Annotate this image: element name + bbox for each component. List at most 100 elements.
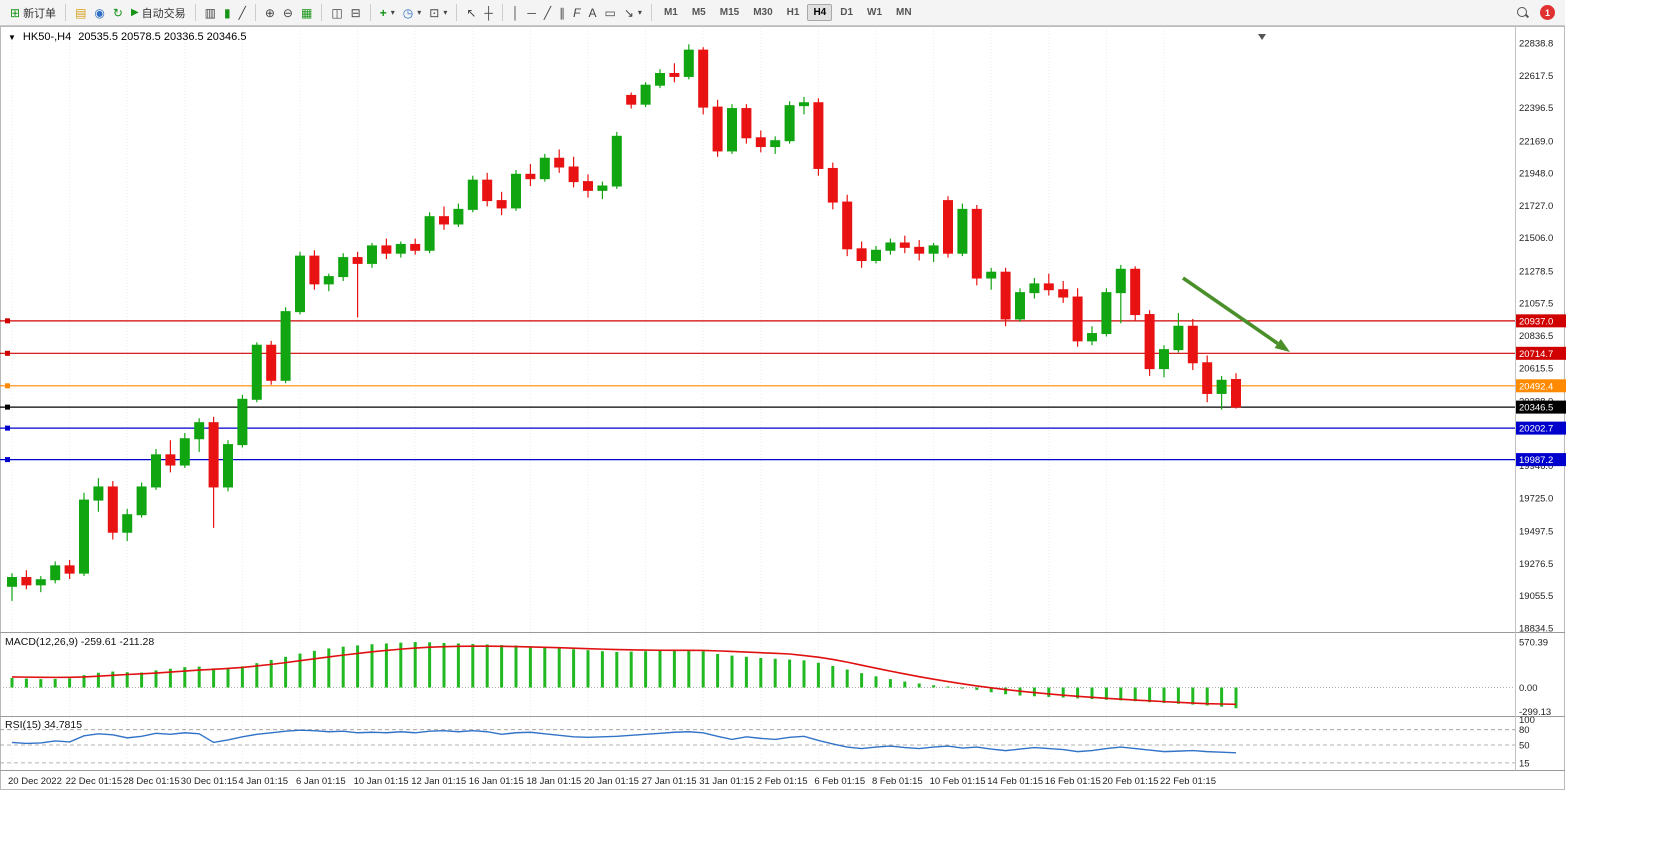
chart-canvas[interactable]: 22838.8 22617.5 22396.5 22169.0 21948.0 21727… [0, 26, 1665, 842]
add-indicator-button[interactable]: + ▾ [376, 3, 399, 23]
toolbar-divider [456, 4, 458, 21]
svg-text:21278.5: 21278.5 [1519, 266, 1553, 277]
svg-text:22617.5: 22617.5 [1519, 71, 1553, 82]
channel-tool-button[interactable]: ∥ [555, 3, 569, 23]
new-order-button[interactable]: ⊞ 新订单 [6, 3, 60, 23]
templates-icon: ⊡ [429, 5, 440, 20]
svg-text:20615.5: 20615.5 [1519, 363, 1553, 374]
chart-ohlc-values: 20535.5 20578.5 20336.5 20346.5 [78, 31, 247, 43]
templates-button[interactable]: ⊡ ▾ [425, 3, 451, 23]
chart-title: ▼ HK50-,H4 20535.5 20578.5 20336.5 20346… [8, 31, 246, 43]
toolbar-divider [194, 4, 196, 21]
new-order-label: 新订单 [23, 7, 57, 20]
collapse-chart-icon[interactable]: ▼ [8, 33, 16, 42]
tile-windows-icon: ▦ [300, 5, 313, 20]
svg-text:MACD(12,26,9) -259.61 -211.28: MACD(12,26,9) -259.61 -211.28 [5, 636, 154, 648]
line-chart-icon: ╱ [238, 5, 246, 20]
svg-text:15: 15 [1519, 758, 1530, 769]
auto-trading-play-icon: ▶ [130, 6, 139, 18]
svg-text:22396.5: 22396.5 [1519, 103, 1553, 114]
cursor-icon: ↖ [466, 5, 477, 20]
svg-text:6 Jan 01:15: 6 Jan 01:15 [296, 776, 346, 787]
trend-arrow-annotation[interactable] [1181, 276, 1290, 352]
svg-text:20937.0: 20937.0 [1519, 316, 1553, 327]
svg-text:80: 80 [1519, 725, 1530, 736]
timeframe-mn[interactable]: MN [896, 7, 912, 18]
cursor-tool-button[interactable]: ↖ [462, 3, 480, 23]
vertical-line-icon: │ [511, 5, 520, 20]
svg-text:100: 100 [1519, 715, 1535, 726]
svg-text:19725.0: 19725.0 [1519, 493, 1553, 504]
timeframe-m30[interactable]: M30 [753, 7, 773, 18]
text-tool-button[interactable]: A [585, 3, 601, 23]
chart-window[interactable]: 22838.8 22617.5 22396.5 22169.0 21948.0 21727… [0, 26, 1665, 842]
candle-chart-button[interactable]: ▮ [220, 3, 235, 23]
shapes-tool-button[interactable]: ▭ [601, 3, 620, 23]
svg-text:18834.5: 18834.5 [1519, 624, 1553, 635]
svg-text:20836.5: 20836.5 [1519, 331, 1553, 342]
svg-text:RSI(15) 34.7815: RSI(15) 34.7815 [5, 719, 82, 731]
svg-text:-299.13: -299.13 [1519, 707, 1551, 718]
svg-text:16 Feb 01:15: 16 Feb 01:15 [1045, 776, 1101, 787]
level-lines[interactable] [0, 318, 1515, 463]
horizontal-line-tool-button[interactable]: ─ [523, 3, 540, 23]
toolbar-divider [321, 4, 323, 21]
line-chart-button[interactable]: ╱ [235, 3, 250, 23]
main-toolbar: ⊞ 新订单 ▤ ◉ ↻ ▶ 自动交易 ▥ ▮ ╱ ⊕ ⊖ ▦ ◫ ⊟ + ▾ ◷… [0, 0, 1565, 26]
macd-pane: 570.39 0.00 -299.13 MACD(12,26,9) -259.61 -… [0, 636, 1551, 718]
timeframe-h1[interactable]: H1 [786, 7, 800, 18]
svg-text:21057.5: 21057.5 [1519, 299, 1553, 310]
svg-text:20346.5: 20346.5 [1519, 403, 1553, 414]
tile-windows-button[interactable]: ▦ [297, 3, 316, 23]
svg-text:19276.5: 19276.5 [1519, 559, 1553, 570]
svg-text:0.00: 0.00 [1519, 683, 1538, 694]
arrows-tool-button[interactable]: ↘ ▾ [620, 3, 646, 23]
notification-badge[interactable]: 1 [1540, 5, 1555, 20]
periods-button[interactable]: ◷ ▾ [399, 3, 426, 23]
svg-text:10 Jan 01:15: 10 Jan 01:15 [354, 776, 409, 787]
fibonacci-tool-button[interactable]: F [569, 3, 584, 23]
svg-text:19497.5: 19497.5 [1519, 527, 1553, 538]
vertical-line-tool-button[interactable]: │ [508, 3, 524, 23]
chevron-down-icon: ▾ [637, 8, 642, 17]
refresh-button[interactable]: ↻ [109, 3, 127, 23]
timeframe-m15[interactable]: M15 [719, 7, 740, 18]
svg-text:22 Dec 01:15: 22 Dec 01:15 [66, 776, 123, 787]
text-tool-icon: A [588, 5, 597, 20]
crosshair-tool-button[interactable]: ┼ [480, 3, 497, 23]
svg-text:20 Dec 2022: 20 Dec 2022 [8, 776, 62, 787]
auto-trading-button[interactable]: ▶ 自动交易 [127, 3, 190, 23]
refresh-icon: ↻ [112, 5, 123, 20]
bar-chart-button[interactable]: ▥ [201, 3, 220, 23]
timeframe-m5[interactable]: M5 [691, 7, 706, 18]
toolbar-divider [650, 4, 652, 21]
search-icon[interactable] [1516, 6, 1530, 20]
zoom-out-button[interactable]: ⊖ [279, 3, 297, 23]
navigator-button[interactable]: ◉ [90, 3, 108, 23]
arrows-tool-icon: ↘ [623, 5, 634, 20]
new-order-icon: ⊞ [10, 5, 21, 20]
trendline-tool-button[interactable]: ╱ [540, 3, 555, 23]
chevron-down-icon: ▾ [443, 8, 448, 17]
timeframe-w1[interactable]: W1 [867, 7, 883, 18]
timeframe-d1[interactable]: D1 [840, 7, 854, 18]
price-axis[interactable]: 22838.8 22617.5 22396.5 22169.0 21948.0 21727… [1258, 34, 1566, 635]
window-arrange-button[interactable]: ◫ [327, 3, 346, 23]
crosshair-icon: ┼ [484, 5, 493, 20]
svg-text:22 Feb 01:15: 22 Feb 01:15 [1160, 776, 1216, 787]
timeframe-m1[interactable]: M1 [663, 7, 678, 18]
market-watch-button[interactable]: ▤ [71, 3, 90, 23]
timeframe-h4[interactable]: H4 [807, 4, 833, 21]
periods-clock-icon: ◷ [402, 5, 414, 20]
svg-text:27 Jan 01:15: 27 Jan 01:15 [642, 776, 697, 787]
svg-text:20 Feb 01:15: 20 Feb 01:15 [1102, 776, 1158, 787]
time-axis[interactable]: 20 Dec 2022 22 Dec 01:15 28 Dec 01:15 30 De… [8, 776, 1216, 787]
svg-text:19055.5: 19055.5 [1519, 591, 1553, 602]
window-split-button[interactable]: ⊟ [347, 3, 365, 23]
zoom-in-button[interactable]: ⊕ [261, 3, 279, 23]
toolbar-divider [65, 4, 67, 21]
navigator-icon: ◉ [94, 5, 105, 20]
channel-icon: ∥ [559, 5, 566, 20]
svg-text:14 Feb 01:15: 14 Feb 01:15 [987, 776, 1043, 787]
